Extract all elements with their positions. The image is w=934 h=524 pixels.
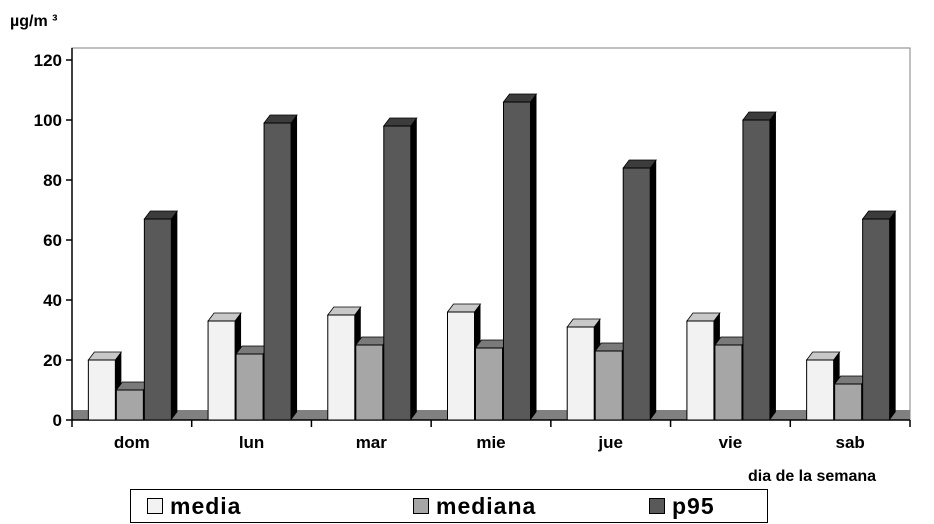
- legend-label-p95: p95: [672, 492, 715, 519]
- bar-side-p95: [769, 112, 776, 420]
- legend-item-mediana: mediana: [413, 490, 536, 522]
- x-axis-label: dia de la semana: [748, 468, 876, 485]
- legend-swatch-media: [147, 498, 163, 514]
- bar-media: [207, 320, 236, 421]
- bar-mediana: [834, 383, 863, 421]
- bar-media: [566, 326, 595, 421]
- bar-media: [686, 320, 715, 421]
- bar-mediana: [475, 347, 503, 421]
- bar-mediana: [594, 350, 623, 421]
- x-tick-label: mie: [476, 433, 505, 452]
- legend: media mediana p95: [130, 489, 768, 523]
- bar-side-p95: [291, 115, 298, 420]
- bar-media: [806, 359, 835, 421]
- bar-mediana: [235, 353, 264, 421]
- bar-side-p95: [171, 211, 178, 420]
- bar-mediana: [714, 344, 743, 421]
- plot-area: 0 20 40 60 80 100 120 dom lun mar mie jue vie sab: [34, 47, 911, 452]
- bar-side-p95: [530, 94, 537, 420]
- bar-top-p95: [622, 159, 658, 169]
- legend-label-mediana: mediana: [436, 492, 537, 519]
- bar-top-p95: [861, 210, 897, 220]
- legend-item-p95: p95: [649, 490, 715, 522]
- x-tick-label: mar: [356, 433, 388, 452]
- x-tick-label: dom: [114, 433, 150, 452]
- bar-p95: [742, 119, 771, 421]
- bar-p95: [143, 218, 172, 421]
- bar-side-p95: [410, 118, 417, 420]
- legend-swatch-p95: [649, 498, 665, 514]
- y-tick-label: 100: [34, 111, 62, 130]
- y-tick-label: 40: [43, 291, 62, 310]
- bar-p95: [622, 167, 651, 421]
- bar-p95: [383, 125, 412, 421]
- x-tick-label: lun: [239, 433, 265, 452]
- bar-top-p95: [143, 210, 179, 220]
- y-tick-label: 60: [43, 231, 62, 250]
- bar-top-p95: [263, 114, 298, 124]
- bar-top-media: [566, 318, 602, 328]
- bar-chart: µg/m ³ dia de la semana 0 20 40 60 80 100 120 d…: [10, 13, 911, 485]
- y-tick-label: 80: [43, 171, 62, 190]
- x-tick-label: vie: [719, 433, 743, 452]
- bar-p95: [263, 122, 292, 421]
- bar-top-media: [686, 312, 721, 322]
- bar-top-p95: [502, 93, 538, 103]
- y-tick-label: 0: [53, 411, 62, 430]
- bar-mediana: [115, 389, 144, 421]
- bar-top-media: [326, 306, 362, 316]
- bar-media: [87, 359, 116, 421]
- y-tick-label: 20: [43, 351, 62, 370]
- bar-mediana: [355, 344, 384, 421]
- x-tick-label: jue: [597, 433, 623, 452]
- bar-top-media: [446, 303, 482, 313]
- y-tick-label: 120: [34, 51, 62, 70]
- bar-top-media: [87, 351, 123, 361]
- bar-top-media: [207, 312, 242, 322]
- bar-p95: [503, 101, 531, 421]
- y-axis-label: µg/m ³: [10, 13, 57, 30]
- legend-item-media: media: [147, 490, 241, 522]
- legend-swatch-mediana: [413, 498, 429, 514]
- bar-side-p95: [650, 160, 657, 420]
- bar-media: [447, 311, 475, 421]
- bar-media: [327, 314, 356, 421]
- bar-side-p95: [889, 211, 896, 420]
- legend-label-media: media: [170, 492, 242, 519]
- bar-top-media: [805, 351, 841, 361]
- bar-p95: [862, 218, 891, 421]
- bar-top-p95: [382, 117, 418, 127]
- bar-top-p95: [742, 111, 777, 121]
- x-tick-label: sab: [835, 433, 864, 452]
